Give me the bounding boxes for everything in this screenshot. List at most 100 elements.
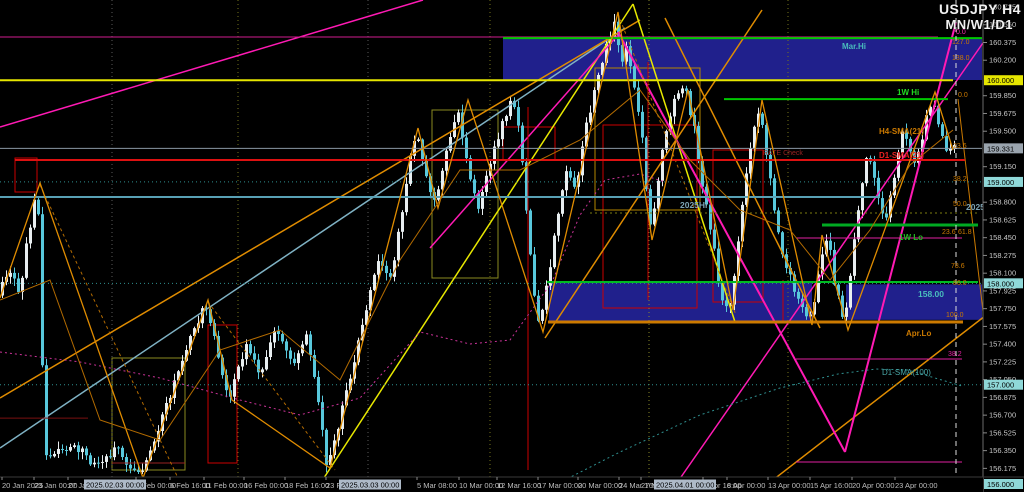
candle-body bbox=[789, 267, 792, 275]
candle-body bbox=[653, 208, 656, 225]
candle-body bbox=[953, 145, 956, 149]
candle-body bbox=[281, 334, 284, 342]
fib-label: 0.0 bbox=[956, 29, 966, 36]
candle-body bbox=[149, 450, 152, 461]
candle-body bbox=[145, 460, 148, 471]
candle-body bbox=[105, 456, 108, 462]
candle-body bbox=[37, 199, 40, 215]
candle-body bbox=[833, 249, 836, 285]
candle-body bbox=[777, 210, 780, 233]
candle-body bbox=[61, 448, 64, 450]
candle-body bbox=[745, 173, 748, 205]
highlighted-date-label: 2025.02.03 00:00 bbox=[86, 481, 144, 490]
olive-box-feb[interactable] bbox=[111, 357, 186, 471]
candle-body bbox=[609, 36, 612, 44]
fib-label: 50.0 bbox=[953, 201, 967, 208]
candle-body bbox=[25, 243, 28, 278]
price-marker-label: 157.000 bbox=[987, 381, 1014, 390]
candle-body bbox=[77, 445, 80, 453]
price-tick-label: 157.050 bbox=[989, 375, 1016, 384]
candle-body bbox=[257, 359, 260, 373]
d1-sma21-label: D1-SMA(21) bbox=[879, 151, 924, 160]
candle-body bbox=[441, 170, 444, 190]
candle-body bbox=[45, 365, 48, 456]
price-marker-badge bbox=[984, 379, 1023, 390]
candle-body bbox=[1, 281, 4, 296]
candle-body bbox=[369, 290, 372, 311]
red-box-jan[interactable] bbox=[14, 157, 38, 193]
price-tick-label: 157.225 bbox=[989, 357, 1016, 366]
red-box-apr[interactable] bbox=[712, 149, 764, 303]
price-marker-label: 160.000 bbox=[987, 76, 1014, 85]
candle-body bbox=[465, 137, 468, 159]
red-box-feb[interactable] bbox=[207, 324, 238, 464]
candle-body bbox=[309, 334, 312, 356]
candle-body bbox=[513, 100, 516, 108]
candle-body bbox=[757, 113, 760, 127]
candle-body bbox=[353, 362, 356, 379]
price-marker-label: 156.000 bbox=[987, 480, 1014, 489]
candle-body bbox=[665, 131, 668, 150]
candle-body bbox=[349, 378, 352, 391]
candle-body bbox=[557, 213, 560, 236]
candle-body bbox=[737, 241, 740, 276]
candle-body bbox=[893, 177, 896, 196]
candle-body bbox=[377, 261, 380, 275]
candle-body bbox=[853, 239, 856, 276]
1w-lo-label: 1W Lo bbox=[899, 233, 923, 242]
candle-body bbox=[125, 457, 128, 465]
candle-body bbox=[321, 402, 324, 430]
candle-body bbox=[505, 116, 508, 122]
candle-body bbox=[177, 371, 180, 381]
candle-body bbox=[93, 462, 96, 465]
candle-body bbox=[517, 107, 520, 126]
candle-body bbox=[101, 461, 104, 463]
candle-body bbox=[941, 124, 944, 136]
candle-body bbox=[421, 139, 424, 161]
time-tick-label: 20 Apr 00:00 bbox=[852, 481, 895, 490]
candle-body bbox=[117, 447, 120, 449]
candle-body bbox=[597, 74, 600, 91]
magenta-moderate-rise bbox=[671, 39, 986, 491]
candle-body bbox=[53, 453, 56, 457]
fib-diagonal bbox=[957, 98, 985, 321]
price-tick-label: 160.375 bbox=[989, 38, 1016, 47]
time-tick-label: 5 Mar 08:00 bbox=[417, 481, 457, 490]
price-axis[interactable]: 160.725 160.550 160.375 160.200 159.850 159.6… bbox=[983, 3, 1023, 490]
candle-body bbox=[417, 139, 420, 141]
candle-body bbox=[241, 359, 244, 367]
candle-body bbox=[397, 231, 400, 261]
candle-body bbox=[365, 310, 368, 325]
candle-body bbox=[457, 112, 460, 123]
candle-body bbox=[409, 155, 412, 184]
price-tick-label: 160.200 bbox=[989, 56, 1016, 65]
mar-hi-label: Mar.Hi bbox=[842, 42, 866, 51]
candle-body bbox=[69, 447, 72, 451]
candle-body bbox=[401, 212, 404, 232]
candle-body bbox=[185, 350, 188, 361]
apr-lo-label: Apr.Lo bbox=[906, 329, 931, 338]
candle-body bbox=[449, 137, 452, 151]
candle-body bbox=[841, 295, 844, 317]
candle-body bbox=[121, 447, 124, 458]
candle-body bbox=[361, 324, 364, 341]
candle-body bbox=[429, 176, 432, 193]
price-marker-label: 159.000 bbox=[987, 178, 1014, 187]
price-tick-label: 156.350 bbox=[989, 446, 1016, 455]
candle-body bbox=[41, 214, 44, 366]
candle-body bbox=[81, 448, 84, 453]
price-tick-label: 157.575 bbox=[989, 322, 1016, 331]
candle-body bbox=[929, 106, 932, 116]
candle-body bbox=[249, 344, 252, 354]
candle-body bbox=[137, 470, 140, 472]
magenta-rise-to-peak bbox=[429, 34, 619, 249]
candle-body bbox=[949, 148, 952, 151]
candle-body bbox=[725, 300, 728, 307]
candle-body bbox=[313, 355, 316, 377]
2025-hi-label-right: 2025Hi bbox=[966, 202, 993, 212]
candle-body bbox=[389, 273, 392, 277]
candle-body bbox=[837, 284, 840, 296]
candle-body bbox=[909, 138, 912, 152]
